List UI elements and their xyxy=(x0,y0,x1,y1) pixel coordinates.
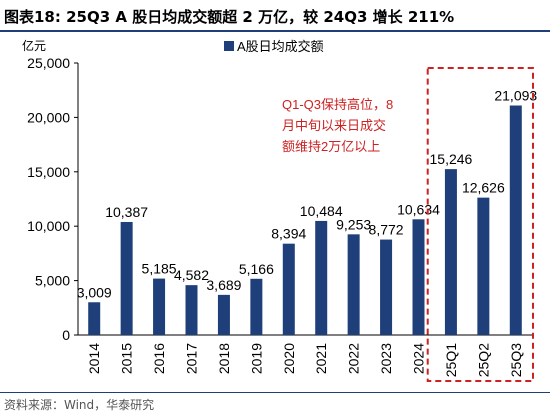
y-tick-label: 25,000 xyxy=(27,55,70,71)
x-tick-label: 25Q1 xyxy=(443,343,459,377)
highlight-box xyxy=(426,67,535,382)
data-label: 5,166 xyxy=(239,261,274,277)
data-label: 10,387 xyxy=(105,204,148,220)
legend-label: A股日均成交额 xyxy=(237,39,324,54)
x-tick-label: 2024 xyxy=(411,343,427,374)
y-tick-label: 5,000 xyxy=(35,273,70,289)
bar-series xyxy=(88,105,522,335)
x-tick-label: 2021 xyxy=(313,343,329,374)
bar xyxy=(153,278,166,335)
bar xyxy=(282,243,295,335)
x-tick-labels: 2014 2015 2016 2017 2018 2019 2020 2021 2022 2023… xyxy=(86,343,524,377)
data-label: 4,582 xyxy=(174,267,209,283)
bar xyxy=(217,294,230,335)
x-tick-label: 2019 xyxy=(248,343,264,374)
chart-title: 图表18: 25Q3 A 股日均成交额超 2 万亿，较 24Q3 增长 211% xyxy=(4,8,455,26)
data-label: 8,772 xyxy=(369,222,404,238)
data-label: 8,394 xyxy=(271,226,306,242)
highlight-rect xyxy=(426,67,535,382)
source-note: 资料来源：Wind，华泰研究 xyxy=(4,398,155,412)
x-tick-label: 2023 xyxy=(378,343,394,374)
x-tick-label: 2022 xyxy=(346,343,362,374)
data-label: 10,634 xyxy=(397,201,440,217)
bar xyxy=(477,197,490,335)
annotation-line: Q1-Q3保持高位，8 xyxy=(282,97,393,112)
bar xyxy=(444,169,457,335)
annotation-line: 月中旬以来日成交 xyxy=(282,118,386,133)
bar xyxy=(250,278,263,335)
y-axis-unit-label: 亿元 xyxy=(22,38,46,53)
data-label: 3,009 xyxy=(77,284,112,300)
x-tick-label: 2016 xyxy=(151,343,167,374)
x-tick-label: 2017 xyxy=(184,343,200,374)
source-divider xyxy=(0,392,550,393)
bar xyxy=(347,234,360,335)
bar xyxy=(120,221,133,335)
y-tick-label: 20,000 xyxy=(27,109,70,125)
legend: A股日均成交额 xyxy=(224,39,324,54)
title-divider xyxy=(0,30,550,32)
data-label: 15,246 xyxy=(430,151,473,167)
data-label: 10,484 xyxy=(300,203,343,219)
bar xyxy=(88,302,101,335)
x-tick-label: 2018 xyxy=(216,343,232,374)
data-label: 5,185 xyxy=(142,261,177,277)
x-tick-label: 2020 xyxy=(281,343,297,374)
x-tick-label: 2015 xyxy=(119,343,135,374)
x-tick-label: 2014 xyxy=(86,343,102,374)
bar xyxy=(380,239,393,335)
data-label: 9,253 xyxy=(336,216,371,232)
annotation-line: 额维持2万亿以上 xyxy=(282,139,380,154)
x-tick-label: 25Q2 xyxy=(475,343,491,377)
y-axis: 0 5,000 10,000 15,000 20,000 25,000 xyxy=(27,55,79,343)
legend-swatch xyxy=(224,41,234,51)
x-tick-label: 25Q3 xyxy=(508,343,524,377)
bar xyxy=(185,285,198,335)
bar xyxy=(412,219,425,335)
title-bar: 图表18: 25Q3 A 股日均成交额超 2 万亿，较 24Q3 增长 211% xyxy=(0,0,550,32)
y-tick-label: 10,000 xyxy=(27,218,70,234)
bar xyxy=(509,105,522,335)
bar xyxy=(315,220,328,335)
data-label: 3,689 xyxy=(206,277,241,293)
data-label: 12,626 xyxy=(462,180,505,196)
y-tick-label: 15,000 xyxy=(27,164,70,180)
data-label: 21,093 xyxy=(494,88,537,104)
y-tick-label: 0 xyxy=(62,327,70,343)
